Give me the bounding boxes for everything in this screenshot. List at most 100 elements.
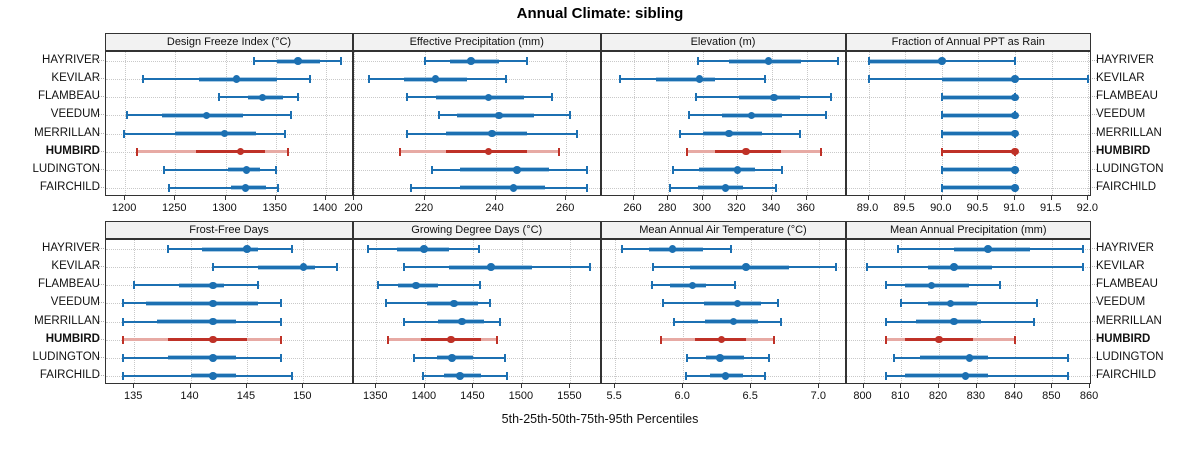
median-dot xyxy=(236,147,245,156)
whisker-cap xyxy=(163,165,166,174)
whisker-cap xyxy=(774,183,777,192)
median-dot xyxy=(1011,93,1019,102)
axis-tick-mark xyxy=(520,384,522,388)
y-axis-stub-right xyxy=(1092,150,1097,152)
station-label-right: VEEDUM xyxy=(1096,296,1146,309)
whisker-cap xyxy=(424,57,426,66)
axis-tick-mark xyxy=(1087,196,1089,200)
axis-tick-mark xyxy=(614,384,616,388)
whisker-cap xyxy=(940,147,943,156)
whisker-cap xyxy=(661,299,664,308)
whisker-cap xyxy=(409,183,412,192)
gridline-vertical xyxy=(978,52,980,195)
axis-tick-mark xyxy=(245,384,247,388)
whisker-cap xyxy=(291,245,293,254)
gridline-vertical xyxy=(941,52,943,195)
axis-tick-mark xyxy=(274,196,276,200)
whisker-cap xyxy=(940,183,943,192)
gridline-vertical xyxy=(495,52,497,195)
station-label-right: LUDINGTON xyxy=(1096,350,1164,363)
iqr-core xyxy=(739,95,800,99)
gridline-vertical xyxy=(125,52,127,195)
station-label-left: HAYRIVER xyxy=(42,242,100,255)
whisker-cap xyxy=(764,75,767,84)
whisker-cap xyxy=(679,129,682,138)
whisker-cap xyxy=(167,245,169,254)
whisker-cap xyxy=(289,111,292,120)
axis-tick-mark xyxy=(818,384,820,388)
median-dot xyxy=(742,147,750,156)
median-dot xyxy=(495,111,503,120)
whisker-cap xyxy=(421,371,424,380)
whisker-cap xyxy=(399,147,402,156)
iqr-core xyxy=(175,132,256,136)
station-label-right: MERRILLAN xyxy=(1096,126,1162,139)
median-dot xyxy=(721,372,730,380)
y-axis-stub-left xyxy=(99,356,104,358)
station-label-left: HUMBIRD xyxy=(45,332,100,345)
median-dot xyxy=(668,245,676,253)
gridline-vertical xyxy=(1051,52,1053,195)
y-axis-stub-left xyxy=(99,284,104,286)
axis-tick-label: 7.0 xyxy=(810,390,826,402)
axis-tick-label: 89.0 xyxy=(856,202,879,214)
axis-tick-mark xyxy=(736,196,738,200)
gridline-vertical xyxy=(325,52,327,195)
whisker-cap xyxy=(1036,299,1039,308)
y-axis-stub-left xyxy=(99,96,104,98)
station-label-left: MERRILLAN xyxy=(34,314,100,327)
whisker-cap xyxy=(498,317,501,326)
whisker-cap xyxy=(650,281,653,290)
whisker-cap xyxy=(672,165,675,174)
whisker-cap xyxy=(366,245,369,254)
gridline-vertical xyxy=(570,240,572,383)
whisker-cap xyxy=(504,353,507,362)
whisker-cap xyxy=(279,335,282,344)
y-axis-stub-right xyxy=(1092,266,1097,268)
percentiles-axis-caption: 5th-25th-50th-75th-95th Percentiles xyxy=(501,412,699,426)
axis-tick-mark xyxy=(494,196,496,200)
whisker-cap xyxy=(684,371,687,380)
axis-tick-label: 91.0 xyxy=(1003,202,1025,214)
axis-tick-label: 830 xyxy=(966,390,985,402)
station-label-left: VEEDUM xyxy=(50,296,100,309)
iqr-core xyxy=(168,356,236,360)
median-dot xyxy=(294,57,302,65)
whisker-cap xyxy=(729,245,732,254)
median-dot xyxy=(725,129,733,138)
axis-tick-mark xyxy=(750,384,752,388)
station-label-right: FAIRCHILD xyxy=(1096,180,1157,193)
gridline-vertical xyxy=(225,52,227,195)
y-axis-stub-right xyxy=(1092,374,1097,376)
axis-tick-label: 1550 xyxy=(557,390,582,402)
panel-strip-effective-precipitation: Effective Precipitation (mm) xyxy=(353,33,601,51)
whisker-cap xyxy=(308,75,311,84)
y-axis-stub-left xyxy=(99,60,104,62)
panel-title-frost-free-days: Frost-Free Days xyxy=(189,224,269,236)
axis-tick-label: 200 xyxy=(344,202,363,214)
station-label-left: LUDINGTON xyxy=(32,350,100,363)
median-dot xyxy=(770,93,778,102)
whisker-cap xyxy=(686,353,689,362)
station-label-left: FLAMBEAU xyxy=(38,278,100,291)
station-label-left: MERRILLAN xyxy=(34,126,100,139)
axis-tick-mark xyxy=(472,384,474,388)
gridline-vertical xyxy=(868,52,870,195)
iqr-core xyxy=(446,132,528,136)
axis-tick-mark xyxy=(900,384,902,388)
whisker-cap xyxy=(339,57,342,66)
whisker-cap xyxy=(387,335,389,344)
axis-tick-mark xyxy=(424,196,425,200)
iqr-core xyxy=(941,150,1016,154)
whisker-cap xyxy=(1066,371,1069,380)
median-dot xyxy=(721,184,729,192)
axis-tick-label: 280 xyxy=(658,202,677,214)
gridline-vertical xyxy=(633,52,635,195)
whisker-cap xyxy=(798,129,801,138)
iqr-core xyxy=(258,265,315,269)
iqr-core xyxy=(435,95,524,99)
axis-tick-label: 360 xyxy=(796,202,815,214)
whisker-cap xyxy=(413,353,416,362)
axis-tick-mark xyxy=(701,196,703,200)
whisker-cap xyxy=(126,111,129,120)
